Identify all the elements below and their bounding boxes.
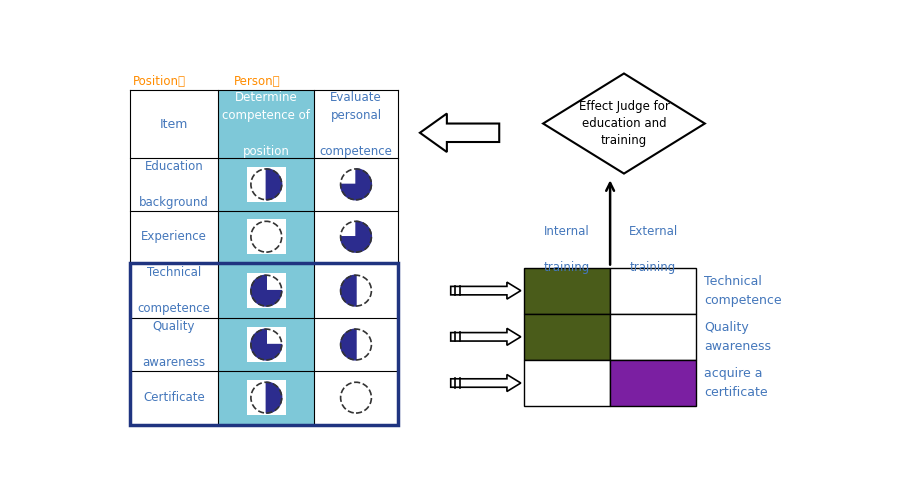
Bar: [524, 268, 610, 314]
Bar: [247, 219, 285, 255]
Text: Technical
competence: Technical competence: [704, 274, 782, 307]
Bar: [610, 360, 696, 406]
Polygon shape: [340, 169, 371, 200]
Bar: [524, 360, 610, 406]
FancyArrow shape: [450, 328, 521, 345]
Bar: [218, 158, 314, 211]
Bar: [130, 263, 398, 424]
Polygon shape: [340, 221, 371, 252]
Bar: [218, 318, 314, 371]
Bar: [247, 166, 285, 202]
Bar: [247, 273, 285, 308]
Text: acquire a
certificate: acquire a certificate: [704, 367, 767, 399]
Text: Item: Item: [160, 118, 188, 131]
Bar: [524, 314, 610, 360]
Text: Certificate: Certificate: [143, 391, 205, 404]
Text: Evaluate
personal

competence: Evaluate personal competence: [320, 91, 392, 158]
Text: Person：: Person：: [233, 75, 281, 88]
Text: Determine
competence of

position: Determine competence of position: [222, 91, 311, 158]
FancyArrow shape: [450, 282, 521, 299]
Text: External

training: External training: [628, 225, 678, 273]
Text: Quality
awareness: Quality awareness: [704, 321, 771, 353]
Text: Quality

awareness: Quality awareness: [143, 320, 205, 369]
Bar: [247, 380, 285, 415]
Bar: [610, 314, 696, 360]
Bar: [218, 91, 314, 158]
Text: Position：: Position：: [133, 75, 186, 88]
Bar: [218, 371, 314, 424]
Bar: [610, 268, 696, 314]
Bar: [218, 211, 314, 263]
Text: Effect Judge for
education and
training: Effect Judge for education and training: [578, 100, 669, 147]
Text: Education

background: Education background: [139, 160, 209, 209]
Polygon shape: [340, 275, 356, 306]
FancyArrow shape: [419, 114, 499, 152]
Polygon shape: [340, 329, 356, 360]
Polygon shape: [266, 382, 281, 413]
Polygon shape: [251, 329, 281, 360]
Polygon shape: [266, 169, 281, 200]
Text: Internal

training: Internal training: [544, 225, 590, 273]
Text: Technical

competence: Technical competence: [137, 266, 211, 315]
FancyArrow shape: [450, 375, 521, 392]
Text: Experience: Experience: [141, 230, 207, 243]
Polygon shape: [251, 275, 281, 306]
Bar: [218, 263, 314, 318]
Bar: [247, 327, 285, 362]
